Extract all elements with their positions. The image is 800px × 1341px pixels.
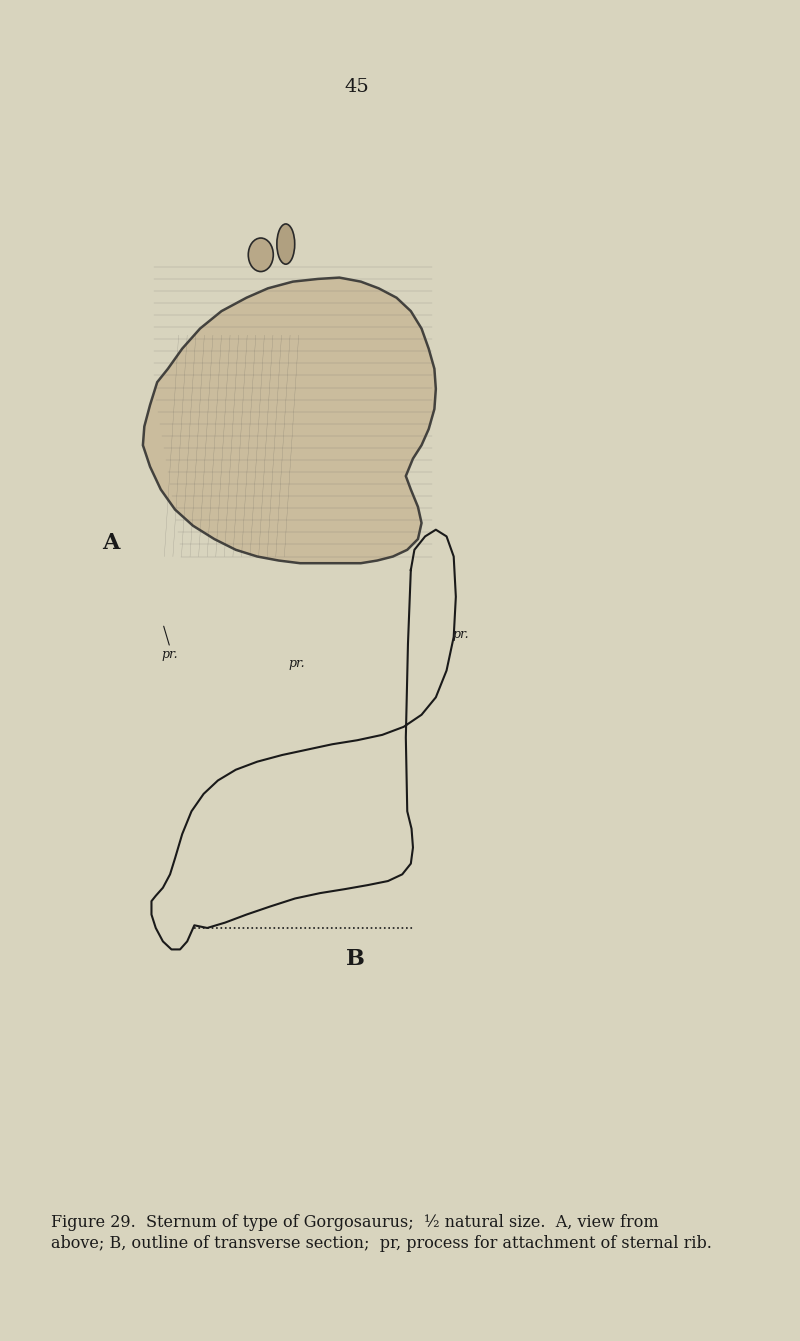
Ellipse shape	[277, 224, 294, 264]
Text: 45: 45	[345, 78, 370, 97]
Polygon shape	[143, 278, 436, 563]
Text: pr.: pr.	[453, 628, 469, 641]
Text: A: A	[102, 532, 119, 554]
Text: pr.: pr.	[288, 657, 305, 670]
Text: B: B	[346, 948, 366, 970]
Text: Figure 29.  Sternum of type of Gorgosaurus;  ½ natural size.  A, view from: Figure 29. Sternum of type of Gorgosauru…	[51, 1215, 659, 1231]
Ellipse shape	[248, 239, 274, 271]
Text: above; B, outline of transverse section;  pr, process for attachment of sternal : above; B, outline of transverse section;…	[51, 1235, 712, 1251]
Text: pr.: pr.	[162, 648, 178, 661]
